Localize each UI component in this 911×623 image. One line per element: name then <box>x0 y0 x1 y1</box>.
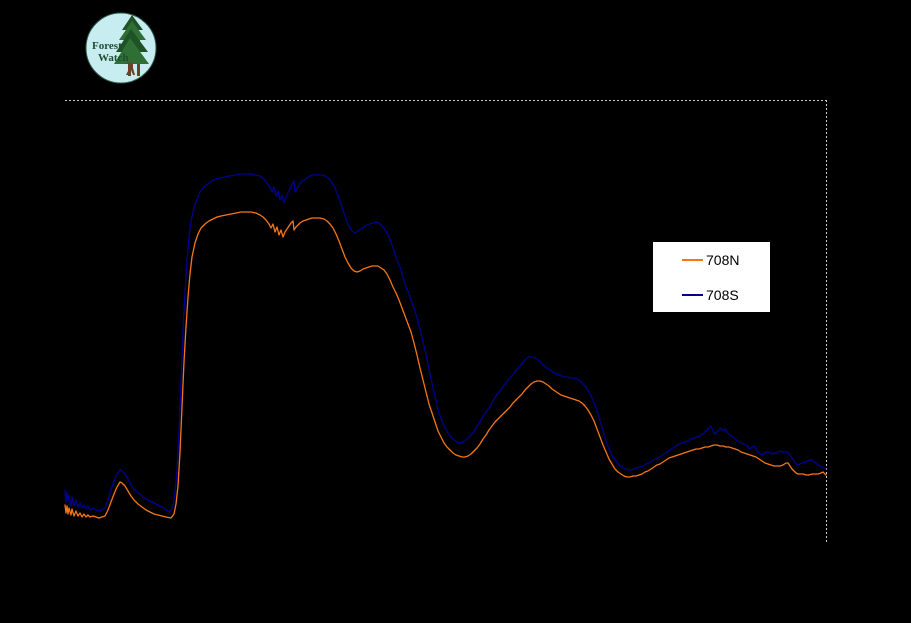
legend-line-sample-708S <box>682 293 703 296</box>
legend-label-708S: 708S <box>706 286 739 303</box>
logo-tree-icon <box>114 15 149 76</box>
logo-globe-icon: Forest Watch <box>85 12 157 84</box>
logo-text-line2: Watch <box>98 52 129 64</box>
legend-item-708N: 708N <box>653 242 770 277</box>
forest-watch-logo: Forest Watch <box>85 12 157 84</box>
series-708S <box>64 173 827 513</box>
legend-label-708N: 708N <box>706 251 740 268</box>
logo-text-line1: Forest <box>92 40 122 52</box>
chart-legend: 708N 708S <box>653 242 770 312</box>
legend-item-708S: 708S <box>653 277 770 312</box>
series-708N <box>64 211 827 519</box>
legend-line-sample-708N <box>682 258 703 261</box>
